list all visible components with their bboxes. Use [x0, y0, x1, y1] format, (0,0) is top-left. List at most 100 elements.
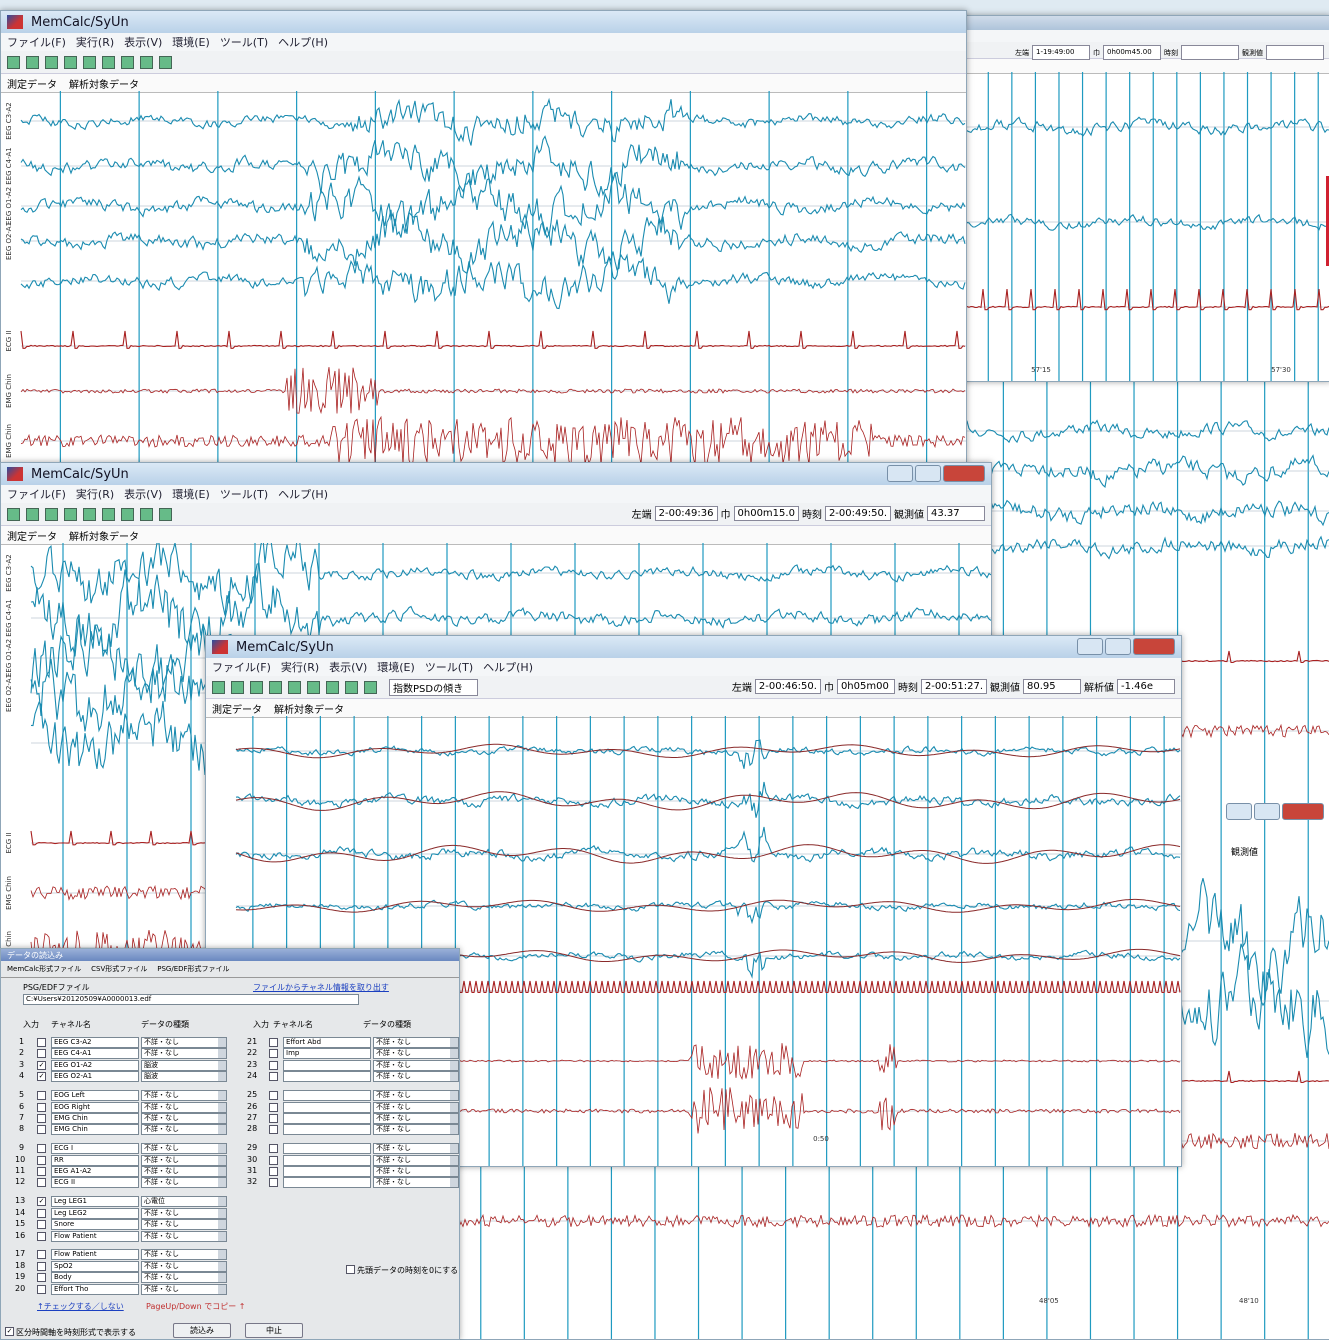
tool-button[interactable]: [121, 56, 134, 69]
channel-name[interactable]: EOG Left: [51, 1090, 139, 1101]
data-type[interactable]: 不詳・なし: [141, 1143, 227, 1154]
data-type[interactable]: 不詳・なし: [141, 1102, 227, 1113]
option-checkbox[interactable]: ✓: [5, 1327, 14, 1336]
row-checkbox[interactable]: [37, 1209, 46, 1218]
channel-name[interactable]: [283, 1102, 371, 1113]
channel-name[interactable]: EOG Right: [51, 1102, 139, 1113]
tool-button[interactable]: [250, 681, 263, 694]
window-button[interactable]: [1226, 803, 1252, 820]
row-checkbox[interactable]: [269, 1049, 278, 1058]
row-checkbox[interactable]: [37, 1144, 46, 1153]
channel-name[interactable]: EEG O2-A1: [51, 1071, 139, 1082]
channel-name[interactable]: Flow Patient: [51, 1249, 139, 1260]
file-path[interactable]: C:¥Users¥20120509¥A0000013.edf: [23, 994, 359, 1005]
dialog-button[interactable]: 中止: [245, 1323, 303, 1338]
menu-item[interactable]: 実行(R): [76, 486, 114, 502]
window-button[interactable]: [1105, 638, 1131, 655]
channel-name[interactable]: Leg LEG2: [51, 1208, 139, 1219]
tool-button[interactable]: [102, 56, 115, 69]
menu-item[interactable]: ファイル(F): [7, 486, 66, 502]
row-checkbox[interactable]: [37, 1038, 46, 1047]
window-button[interactable]: [915, 465, 941, 482]
menu-item[interactable]: 実行(R): [281, 659, 319, 675]
channel-name[interactable]: [283, 1071, 371, 1082]
row-checkbox[interactable]: ✓: [37, 1197, 46, 1206]
channel-name[interactable]: Body: [51, 1272, 139, 1283]
window-button[interactable]: [1133, 638, 1175, 655]
window-button[interactable]: [1254, 803, 1280, 820]
row-checkbox[interactable]: [269, 1072, 278, 1081]
tool-button[interactable]: [269, 681, 282, 694]
tool-button[interactable]: [140, 56, 153, 69]
row-checkbox[interactable]: [269, 1167, 278, 1176]
data-type[interactable]: 不詳・なし: [141, 1037, 227, 1048]
data-type[interactable]: 不詳・なし: [141, 1208, 227, 1219]
menu-item[interactable]: ツール(T): [220, 486, 268, 502]
tool-button[interactable]: [26, 56, 39, 69]
data-type[interactable]: 不詳・なし: [373, 1143, 459, 1154]
tab[interactable]: 解析対象データ: [69, 528, 139, 543]
data-type[interactable]: 不詳・なし: [141, 1231, 227, 1242]
row-checkbox[interactable]: [269, 1103, 278, 1112]
data-type[interactable]: 不詳・なし: [373, 1124, 459, 1135]
menu-item[interactable]: ヘルプ(H): [483, 659, 533, 675]
channel-name[interactable]: Flow Patient: [51, 1231, 139, 1242]
tool-button[interactable]: [140, 508, 153, 521]
tool-button[interactable]: [288, 681, 301, 694]
data-type[interactable]: 脳波: [141, 1060, 227, 1071]
row-checkbox[interactable]: [37, 1178, 46, 1187]
data-type[interactable]: 不詳・なし: [141, 1284, 227, 1295]
channel-name[interactable]: Imp: [283, 1048, 371, 1059]
data-type[interactable]: 不詳・なし: [141, 1261, 227, 1272]
tool-button[interactable]: [212, 681, 225, 694]
option-checkbox[interactable]: [346, 1265, 355, 1274]
data-type[interactable]: 不詳・なし: [141, 1090, 227, 1101]
tab[interactable]: CSV形式ファイル: [91, 964, 147, 974]
channel-name[interactable]: [283, 1113, 371, 1124]
menu-item[interactable]: ツール(T): [425, 659, 473, 675]
channel-name[interactable]: ECG I: [51, 1143, 139, 1154]
menu-item[interactable]: 表示(V): [124, 486, 162, 502]
window-button[interactable]: [1077, 638, 1103, 655]
channel-name[interactable]: [283, 1124, 371, 1135]
tool-button[interactable]: [7, 56, 20, 69]
data-type[interactable]: 不詳・なし: [373, 1071, 459, 1082]
menu-item[interactable]: ヘルプ(H): [278, 486, 328, 502]
tool-button[interactable]: [64, 56, 77, 69]
tool-button[interactable]: [159, 508, 172, 521]
row-checkbox[interactable]: [269, 1144, 278, 1153]
tool-button[interactable]: [345, 681, 358, 694]
row-checkbox[interactable]: [37, 1103, 46, 1112]
combo-box[interactable]: 指数PSDの傾き: [389, 679, 478, 696]
row-checkbox[interactable]: [37, 1250, 46, 1259]
data-type[interactable]: 不詳・なし: [141, 1155, 227, 1166]
data-type[interactable]: 不詳・なし: [373, 1090, 459, 1101]
row-checkbox[interactable]: [269, 1114, 278, 1123]
data-type[interactable]: 不詳・なし: [373, 1155, 459, 1166]
data-type[interactable]: 不詳・なし: [141, 1219, 227, 1230]
check-toggle-link[interactable]: ↑チェックする／しない: [37, 1301, 124, 1312]
data-type[interactable]: 不詳・なし: [141, 1048, 227, 1059]
row-checkbox[interactable]: [37, 1091, 46, 1100]
tool-button[interactable]: [326, 681, 339, 694]
row-checkbox[interactable]: [37, 1232, 46, 1241]
data-type[interactable]: 不詳・なし: [373, 1166, 459, 1177]
data-type[interactable]: 不詳・なし: [141, 1272, 227, 1283]
tool-button[interactable]: [231, 681, 244, 694]
tool-button[interactable]: [307, 681, 320, 694]
menu-item[interactable]: ツール(T): [220, 34, 268, 50]
tool-button[interactable]: [7, 508, 20, 521]
data-type[interactable]: 不詳・なし: [141, 1124, 227, 1135]
tool-button[interactable]: [64, 508, 77, 521]
data-type[interactable]: 不詳・なし: [373, 1048, 459, 1059]
menu-item[interactable]: 実行(R): [76, 34, 114, 50]
row-checkbox[interactable]: [37, 1273, 46, 1282]
tool-button[interactable]: [45, 508, 58, 521]
row-checkbox[interactable]: [269, 1038, 278, 1047]
row-checkbox[interactable]: [37, 1125, 46, 1134]
row-checkbox[interactable]: [269, 1156, 278, 1165]
tool-button[interactable]: [26, 508, 39, 521]
tab[interactable]: 測定データ: [7, 528, 57, 543]
data-type[interactable]: 不詳・なし: [373, 1113, 459, 1124]
channel-name[interactable]: SpO2: [51, 1261, 139, 1272]
